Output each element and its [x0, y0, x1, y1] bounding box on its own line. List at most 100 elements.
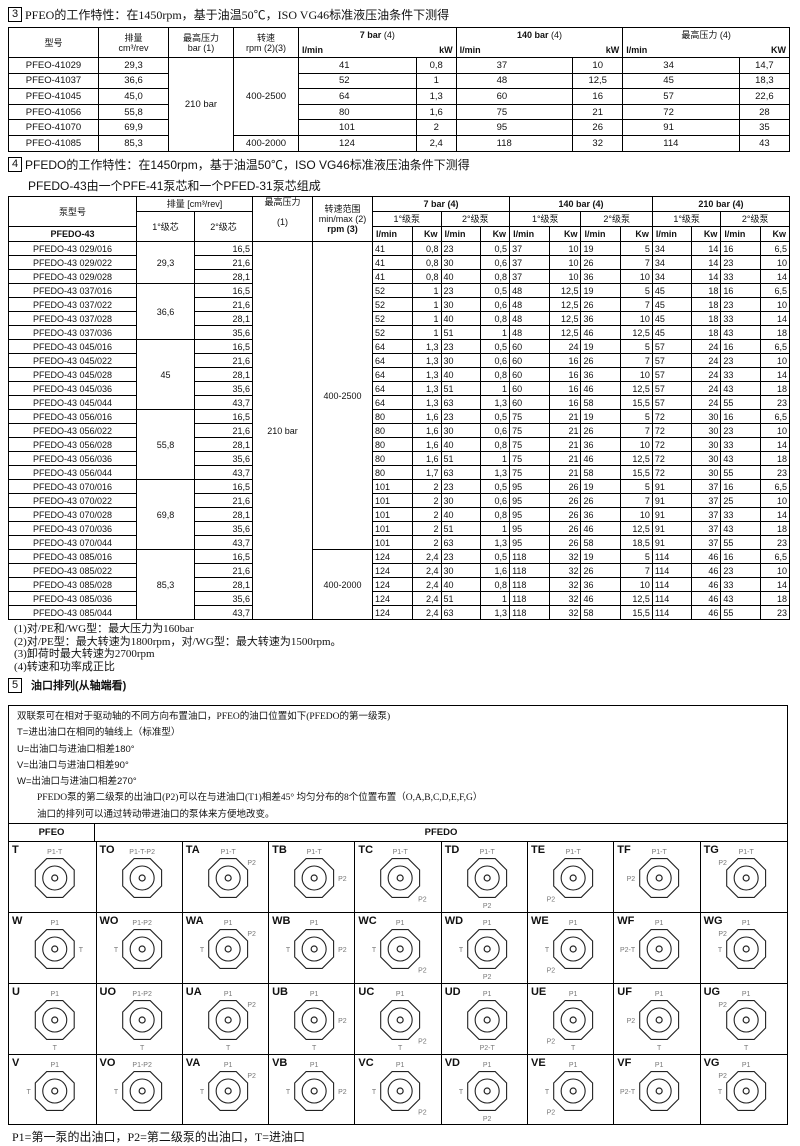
port-cell-va: VA P1 P2 T: [183, 1055, 270, 1125]
second-core-displacement: 16,5: [194, 549, 253, 564]
octagon-pump-icon: P1-T P2: [547, 849, 594, 903]
value-cell: 6,5: [759, 479, 791, 494]
port-label: P1: [396, 1062, 405, 1069]
port-cell-vd: VD P1 P2 T: [442, 1055, 528, 1125]
value-cell: 43: [720, 451, 761, 466]
value-cell: 14: [691, 241, 722, 256]
port-label: P1: [569, 991, 578, 998]
value-cell: 30: [440, 255, 482, 270]
value-cell: 60: [455, 88, 574, 105]
pump-body-outline: [380, 929, 421, 969]
value-cell: 5: [620, 409, 653, 424]
header-speed: 转速范围 min/max (2) rpm (3): [312, 196, 373, 242]
value-cell: 24: [691, 395, 722, 410]
port-cell-uf: UF P1 P2 T: [614, 984, 701, 1054]
port-cell-w: W P1 T: [9, 913, 97, 983]
model-cell: PFEDO-43 029/022: [8, 255, 137, 270]
header-140bar: 140 bar (4): [509, 196, 653, 212]
speed-cell: 400-2000: [233, 134, 299, 152]
value-cell: 1: [480, 521, 511, 536]
value-cell: 40: [440, 507, 482, 522]
value-cell: 124: [298, 134, 417, 152]
header-kw: KW: [739, 42, 791, 58]
port-label: P1: [50, 991, 59, 998]
header-text: 最高压力: [182, 32, 219, 43]
value-cell: 16: [720, 283, 761, 298]
pump-body-outline: [207, 1071, 248, 1111]
header-kw: kW: [572, 42, 624, 58]
port-label: T: [140, 1045, 145, 1052]
value-cell: 0,8: [480, 269, 511, 284]
pump-body-outline: [380, 1000, 421, 1040]
value-cell: 26: [548, 479, 582, 494]
header-pump: 2°级泵: [720, 211, 790, 227]
port-label: T: [717, 1089, 722, 1096]
port-label: P2: [338, 876, 347, 883]
value-cell: 23: [759, 535, 791, 550]
speed-cell: 400-2500: [312, 241, 373, 550]
value-cell: 16: [720, 409, 761, 424]
value-cell: 26: [580, 353, 622, 368]
value-cell: 30: [691, 423, 722, 438]
shaft-circle: [733, 936, 759, 962]
value-cell: 72: [651, 465, 693, 480]
value-cell: 23: [720, 255, 761, 270]
header-140bar: 140 bar (4): [455, 27, 624, 43]
port-label: P2: [547, 1038, 556, 1045]
port-label: T: [717, 947, 722, 954]
value-cell: 60: [509, 367, 550, 382]
displacement-cell: 36,6: [98, 72, 169, 90]
value-cell: 37: [691, 535, 722, 550]
value-cell: 91: [651, 535, 693, 550]
value-cell: 40: [440, 269, 482, 284]
header-kw: Kw: [691, 226, 722, 242]
value-cell: 124: [372, 577, 413, 592]
octagon-pump-icon: P1-P2 T: [113, 920, 162, 969]
value-cell: 75: [509, 451, 550, 466]
value-cell: 19: [580, 283, 622, 298]
octagon-pump-icon: P1 P2 T: [200, 920, 256, 969]
header-210bar: 210 bar (4): [651, 196, 791, 212]
pump-body-outline: [207, 929, 248, 969]
shaft-circle: [396, 1087, 405, 1095]
value-cell: 46: [580, 325, 622, 340]
octagon-pump-icon: P1-T P2: [207, 849, 256, 898]
port-cell-wa: WA P1 P2 T: [183, 913, 270, 983]
value-cell: 80: [372, 409, 413, 424]
model-cell: PFEDO-43 045/044: [8, 395, 137, 410]
value-cell: 114: [651, 549, 693, 564]
port-label: P1-P2: [132, 991, 152, 998]
value-cell: 57: [651, 339, 693, 354]
value-cell: 16: [720, 241, 761, 256]
shaft-circle: [129, 865, 155, 891]
value-cell: 5: [620, 241, 653, 256]
port-code: TA: [185, 844, 200, 856]
first-core-displacement: 36,6: [136, 283, 195, 340]
port-label: P1: [224, 991, 233, 998]
column-pfeo: PFEO: [9, 824, 95, 841]
port-cell-ua: UA P1 P2 T: [183, 984, 270, 1054]
value-cell: 63: [440, 395, 482, 410]
port-code: WA: [185, 915, 204, 927]
pump-body-outline: [725, 1000, 766, 1040]
shaft-circle: [51, 1087, 59, 1095]
value-cell: 5: [620, 549, 653, 564]
value-cell: 16: [720, 549, 761, 564]
port-label: P2: [718, 1073, 727, 1080]
table-row: PFEDO-43 056/016 55,8 16,5 80 1,6 23 0,5 75 21 19…: [8, 409, 791, 480]
value-cell: 10: [548, 241, 582, 256]
second-core-displacement: 21,6: [194, 255, 253, 270]
model-cell: PFEDO-43 085/022: [8, 563, 137, 578]
header-text: rpm (2)(3): [246, 42, 286, 53]
shaft-circle: [396, 945, 405, 953]
port-label: P1-T: [738, 849, 754, 856]
value-cell: 10: [548, 255, 582, 270]
value-cell: 14,7: [738, 57, 791, 74]
value-cell: 12,5: [620, 325, 653, 340]
pump-body-outline: [639, 1000, 680, 1040]
description-line: T=进出油口在相同的轴线上（标准型）: [17, 727, 181, 739]
port-label: P1-T: [220, 849, 236, 856]
value-cell: 45: [622, 72, 740, 90]
value-cell: 40: [440, 437, 482, 452]
model-cell: PFEO-41037: [8, 72, 99, 90]
